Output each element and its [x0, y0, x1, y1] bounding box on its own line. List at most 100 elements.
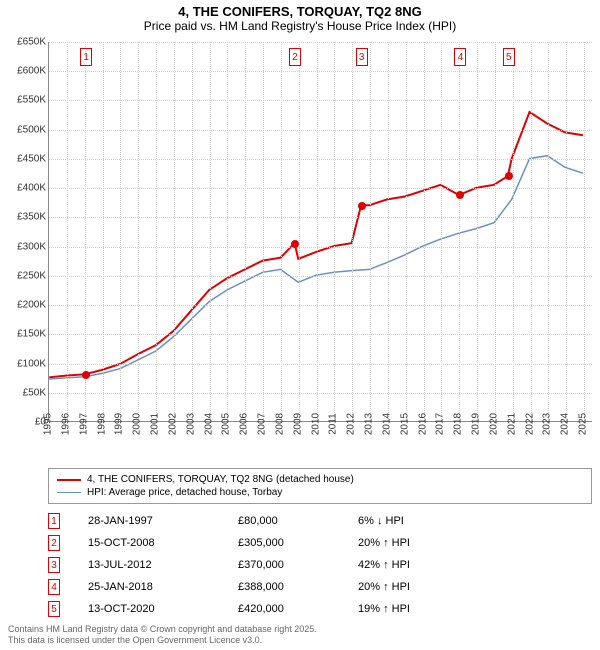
event-index: 4: [48, 579, 88, 595]
event-delta: 42% ↑ HPI: [358, 559, 478, 571]
y-gridline: [49, 100, 592, 101]
table-row: 128-JAN-1997£80,0006% ↓ HPI: [48, 510, 592, 532]
y-axis-label: £650K: [6, 37, 46, 48]
x-axis-label: 2016: [417, 413, 428, 435]
y-gridline: [49, 130, 592, 131]
y-axis-label: £400K: [6, 183, 46, 194]
x-gridline: [495, 42, 496, 421]
x-axis-label: 2009: [292, 413, 303, 435]
y-gridline: [49, 42, 592, 43]
event-price: £370,000: [238, 559, 358, 571]
x-axis-label: 1999: [114, 413, 125, 435]
x-gridline: [548, 42, 549, 421]
y-gridline: [49, 188, 592, 189]
y-axis-label: £250K: [6, 270, 46, 281]
event-delta: 20% ↑ HPI: [358, 581, 478, 593]
x-axis-label: 2012: [346, 413, 357, 435]
y-axis-label: £500K: [6, 124, 46, 135]
y-gridline: [49, 247, 592, 248]
y-axis-label: £550K: [6, 95, 46, 106]
event-delta: 6% ↓ HPI: [358, 515, 478, 527]
x-axis-label: 1997: [78, 413, 89, 435]
x-gridline: [531, 42, 532, 421]
license-text: Contains HM Land Registry data © Crown c…: [8, 624, 317, 647]
x-axis-label: 2008: [274, 413, 285, 435]
event-dot: [358, 202, 366, 210]
x-gridline: [85, 42, 86, 421]
y-axis-label: £200K: [6, 300, 46, 311]
x-axis-label: 2023: [542, 413, 553, 435]
x-axis-label: 2010: [310, 413, 321, 435]
x-gridline: [459, 42, 460, 421]
event-delta: 20% ↑ HPI: [358, 537, 478, 549]
x-gridline: [477, 42, 478, 421]
x-axis-label: 2018: [453, 413, 464, 435]
x-gridline: [192, 42, 193, 421]
event-price: £388,000: [238, 581, 358, 593]
y-gridline: [49, 159, 592, 160]
x-axis-label: 2006: [239, 413, 250, 435]
event-marker: 5: [503, 48, 515, 66]
event-marker: 3: [356, 48, 368, 66]
legend-swatch: [57, 492, 81, 494]
table-row: 513-OCT-2020£420,00019% ↑ HPI: [48, 598, 592, 620]
event-index: 5: [48, 601, 88, 617]
x-gridline: [406, 42, 407, 421]
event-index: 2: [48, 535, 88, 551]
x-gridline: [281, 42, 282, 421]
x-gridline: [263, 42, 264, 421]
x-axis-label: 1996: [60, 413, 71, 435]
legend-label: HPI: Average price, detached house, Torb…: [87, 487, 282, 498]
event-price: £420,000: [238, 603, 358, 615]
y-gridline: [49, 71, 592, 72]
event-dot: [505, 172, 513, 180]
x-axis-label: 2020: [488, 413, 499, 435]
x-gridline: [103, 42, 104, 421]
x-gridline: [67, 42, 68, 421]
event-dot: [456, 191, 464, 199]
x-gridline: [299, 42, 300, 421]
x-gridline: [245, 42, 246, 421]
x-axis-label: 2007: [257, 413, 268, 435]
x-gridline: [584, 42, 585, 421]
chart-title: 4, THE CONIFERS, TORQUAY, TQ2 8NG: [0, 0, 600, 19]
y-axis-label: £0: [6, 417, 46, 428]
y-gridline: [49, 393, 592, 394]
x-gridline: [120, 42, 121, 421]
x-axis-label: 2003: [185, 413, 196, 435]
y-axis-label: £350K: [6, 212, 46, 223]
event-date: 25-JAN-2018: [88, 581, 238, 593]
table-row: 215-OCT-2008£305,00020% ↑ HPI: [48, 532, 592, 554]
event-dot: [291, 240, 299, 248]
event-delta: 19% ↑ HPI: [358, 603, 478, 615]
y-axis-label: £600K: [6, 66, 46, 77]
event-index: 1: [48, 513, 88, 529]
x-axis-label: 2019: [471, 413, 482, 435]
legend: 4, THE CONIFERS, TORQUAY, TQ2 8NG (detac…: [48, 468, 592, 504]
x-axis-label: 2021: [506, 413, 517, 435]
x-axis-label: 2001: [150, 413, 161, 435]
events-table: 128-JAN-1997£80,0006% ↓ HPI215-OCT-2008£…: [48, 510, 592, 620]
x-gridline: [174, 42, 175, 421]
event-date: 13-OCT-2020: [88, 603, 238, 615]
x-gridline: [566, 42, 567, 421]
x-axis-label: 2000: [132, 413, 143, 435]
x-axis-label: 1998: [96, 413, 107, 435]
x-axis-label: 2004: [203, 413, 214, 435]
y-axis-label: £100K: [6, 358, 46, 369]
event-marker: 2: [289, 48, 301, 66]
x-axis-label: 2002: [167, 413, 178, 435]
event-price: £80,000: [238, 515, 358, 527]
event-date: 15-OCT-2008: [88, 537, 238, 549]
table-row: 313-JUL-2012£370,00042% ↑ HPI: [48, 554, 592, 576]
chart-subtitle: Price paid vs. HM Land Registry's House …: [0, 19, 600, 39]
event-marker: 4: [454, 48, 466, 66]
y-gridline: [49, 334, 592, 335]
x-axis-label: 2005: [221, 413, 232, 435]
y-axis-label: £450K: [6, 153, 46, 164]
event-price: £305,000: [238, 537, 358, 549]
x-gridline: [388, 42, 389, 421]
x-gridline: [424, 42, 425, 421]
x-gridline: [156, 42, 157, 421]
x-axis-label: 2014: [381, 413, 392, 435]
